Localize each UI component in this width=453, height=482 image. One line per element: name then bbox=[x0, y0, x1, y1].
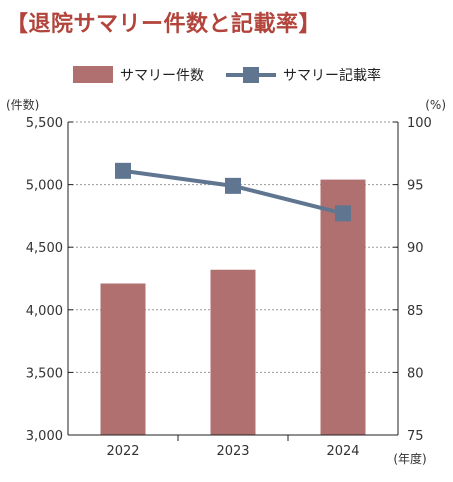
line-marker-2024 bbox=[335, 205, 351, 222]
bar-2022 bbox=[100, 283, 146, 435]
legend-marker-line bbox=[243, 67, 259, 83]
legend-label-line: サマリー記載率 bbox=[283, 67, 381, 84]
bar-series bbox=[100, 179, 366, 435]
y-left-tick-label: 5,500 bbox=[26, 116, 63, 131]
chart-title: 【退院サマリー件数と記載率】 bbox=[6, 12, 322, 37]
line-marker-2023 bbox=[225, 177, 241, 194]
y-left-tick-label: 4,500 bbox=[26, 241, 63, 256]
y-right-unit: (%) bbox=[425, 98, 446, 112]
axis-labels: 3,000 3,500 4,000 4,500 5,000 5,500 75 80 85 90 95… bbox=[6, 97, 446, 466]
y-left-tick-label: 4,000 bbox=[26, 304, 63, 319]
y-right-tick-label: 75 bbox=[407, 429, 424, 444]
x-tick-label: 2022 bbox=[106, 444, 139, 459]
y-left-tick-label: 3,500 bbox=[26, 366, 63, 381]
legend: サマリー件数 サマリー記載率 bbox=[73, 66, 381, 84]
x-tick-label: 2024 bbox=[326, 444, 359, 459]
legend-swatch-bar bbox=[73, 66, 113, 83]
bar-2024 bbox=[320, 179, 366, 435]
y-right-tick-label: 95 bbox=[407, 179, 424, 194]
y-left-tick-label: 3,000 bbox=[26, 429, 63, 444]
y-left-tick-label: 5,000 bbox=[26, 179, 63, 194]
axes bbox=[67, 121, 399, 441]
bar-2023 bbox=[210, 269, 256, 435]
x-tick-label: 2023 bbox=[216, 444, 249, 459]
legend-label-bar: サマリー件数 bbox=[120, 68, 204, 84]
line-series bbox=[115, 162, 351, 222]
line-marker-2022 bbox=[115, 162, 131, 179]
y-right-tick-label: 90 bbox=[407, 241, 424, 256]
y-left-unit: (件数) bbox=[6, 97, 39, 112]
y-right-tick-label: 100 bbox=[407, 116, 432, 131]
y-right-tick-label: 85 bbox=[407, 304, 424, 319]
x-axis-label: (年度) bbox=[393, 451, 426, 466]
y-right-tick-label: 80 bbox=[407, 366, 424, 381]
